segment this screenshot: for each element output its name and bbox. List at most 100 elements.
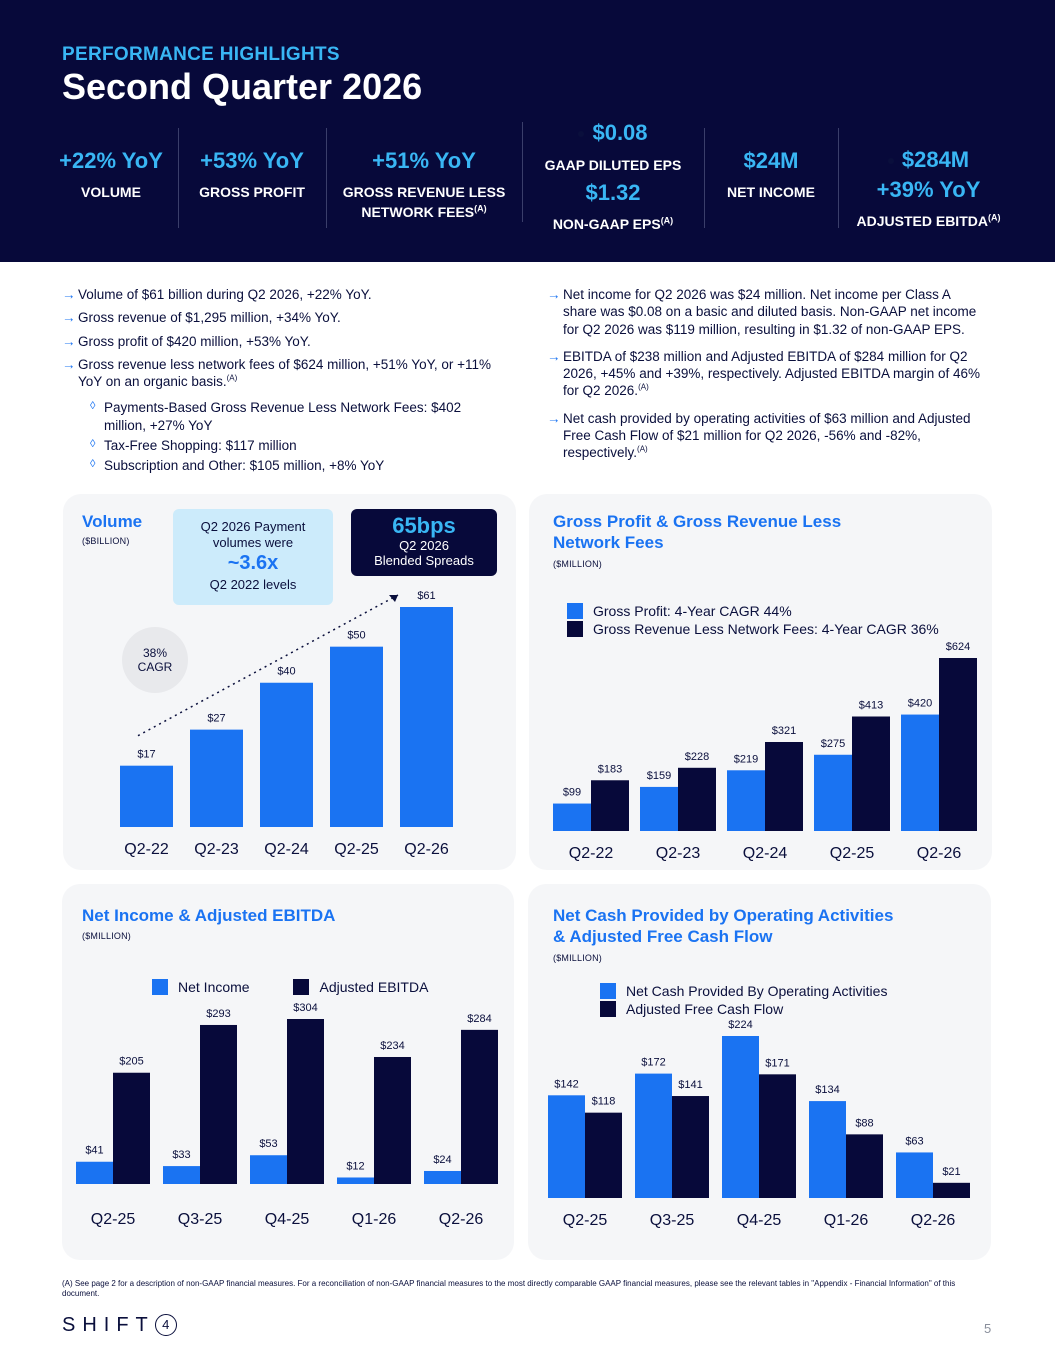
footnote-marker: (A) — [987, 212, 1001, 223]
cagr-badge: 38% CAGR — [122, 627, 188, 693]
chart-unit: ($MILLION) — [553, 953, 603, 963]
x-tick-label: Q2-26 — [439, 1211, 484, 1228]
kpi-gross-profit: +53% YoY GROSS PROFIT — [178, 128, 325, 228]
bullet-item: → Gross profit of $420 million, +53% YoY. — [62, 333, 311, 349]
diamond-icon: ◊ — [90, 400, 96, 413]
data-label: $118 — [592, 1096, 616, 1108]
x-tick-label: Q2-25 — [91, 1211, 136, 1228]
arrow-right-icon: → — [62, 333, 76, 349]
kpi-label: VOLUME — [81, 184, 141, 200]
data-label: $172 — [641, 1057, 665, 1069]
data-label: $171 — [765, 1057, 789, 1069]
callout-spread: 65bps — [392, 513, 456, 538]
bar — [424, 1170, 461, 1184]
sub-bullet-item: ◊ Payments-Based Gross Revenue Less Netwo… — [90, 400, 462, 433]
kpi-value: +22% YoY — [59, 148, 163, 173]
bar — [591, 780, 629, 831]
bar — [896, 1152, 933, 1198]
bar — [722, 1036, 759, 1198]
bar — [640, 786, 678, 831]
arrow-right-icon: → — [547, 410, 561, 426]
data-label: $27 — [207, 713, 225, 725]
kpi-label-line1: GROSS REVENUE LESS — [342, 184, 506, 200]
data-label: $304 — [293, 1002, 317, 1014]
legend-swatch — [293, 979, 310, 995]
chart-legend: Net Cash Provided By Operating Activitie… — [600, 982, 887, 1018]
data-label: $63 — [905, 1135, 923, 1147]
diamond-icon: ◊ — [90, 458, 96, 471]
bar — [260, 682, 313, 827]
page-number: 5 — [984, 1321, 992, 1336]
callout-text: Q2 2026 Blended Spreads — [374, 538, 474, 568]
net-cash-chart: $142 $118 Q2-25 $172 $141 Q3-25 $224 $171 Q4-25 $… — [548, 1019, 970, 1229]
bullet-item: → Volume of $61 billion during Q2 2026, +… — [62, 287, 372, 302]
bullet-item: → Gross revenue of $1,295 million, +34% Y… — [62, 310, 341, 326]
data-label: $321 — [772, 725, 796, 737]
footnote-marker: (A) — [638, 382, 649, 392]
legend-item: Adjusted EBITDA — [293, 979, 428, 995]
legend-swatch — [567, 621, 583, 637]
bullets-left: → Volume of $61 billion during Q2 2026, +… — [62, 286, 492, 477]
bullet-item: → EBITDA of $238 million and Adjusted EBI… — [547, 348, 980, 399]
bar — [814, 754, 852, 831]
x-tick-label: Q2-25 — [563, 1212, 608, 1229]
kpi-value: +51% YoY — [372, 148, 476, 173]
chart-title: Volume — [82, 512, 143, 531]
x-tick-label: Q4-25 — [737, 1212, 782, 1229]
kpi-adjusted-ebitda: $284M +39% YoY ADJUSTED EBITDA(A) — [838, 128, 1018, 229]
data-label: $624 — [946, 641, 970, 653]
arrow-right-icon: → — [62, 310, 76, 326]
data-label: $275 — [821, 738, 845, 750]
data-label: $420 — [908, 698, 932, 710]
chart-title: Gross Profit & Gross Revenue Less Network… — [553, 512, 842, 553]
data-label: $12 — [346, 1160, 364, 1172]
legend-swatch — [567, 603, 583, 619]
logo-circle-digit: 4 — [154, 1314, 177, 1336]
kpi-gross-revenue: +51% YoY GROSS REVENUE LESS NETWORK FEES… — [326, 128, 521, 228]
data-label: $17 — [137, 749, 155, 761]
data-label: $33 — [172, 1149, 190, 1161]
kpi-label: GAAP DILUTED EPS — [544, 157, 682, 173]
data-label: $24 — [433, 1154, 451, 1166]
bar — [672, 1096, 709, 1198]
legend-item: Adjusted Free Cash Flow — [600, 1000, 887, 1018]
bar — [846, 1134, 883, 1198]
blended-spreads-callout: 65bps Q2 2026 Blended Spreads — [351, 509, 497, 576]
kpi-value: $284M — [839, 149, 1018, 171]
bar — [939, 658, 977, 831]
data-label: $284 — [467, 1013, 491, 1025]
chart-title: Net Cash Provided by Operating Activitie… — [553, 906, 894, 947]
kpi-volume: +22% YoY VOLUME — [45, 128, 177, 228]
kpi-value: +53% YoY — [200, 148, 304, 173]
data-label: $53 — [259, 1138, 277, 1150]
chart-unit: ($MILLION) — [82, 931, 132, 941]
bar — [400, 607, 453, 827]
shift4-logo: SHIFT 4 — [62, 1314, 177, 1337]
bar — [765, 742, 803, 831]
x-tick-label: Q3-25 — [650, 1212, 695, 1229]
bar — [809, 1101, 846, 1198]
kpi-label: NET INCOME — [727, 184, 815, 200]
kpi-value-2: $1.32 — [585, 180, 641, 206]
bar — [461, 1029, 498, 1184]
trend-line — [137, 594, 399, 737]
bullet-item: → Net cash provided by operating activiti… — [547, 410, 971, 461]
trend-arrow-icon — [389, 595, 398, 602]
callout-multiple: ~3.6x — [227, 552, 279, 575]
header-band: PERFORMANCE HIGHLIGHTS Second Quarter 20… — [0, 0, 1055, 262]
bar — [113, 1072, 150, 1184]
bar — [330, 646, 383, 827]
kpi-value-2: +39% YoY — [876, 177, 981, 202]
bar — [852, 716, 890, 831]
bullet-item: → Gross revenue less network fees of $624… — [62, 356, 491, 390]
bar — [287, 1019, 324, 1184]
data-label: $219 — [734, 753, 758, 765]
data-label: $293 — [206, 1008, 230, 1020]
gross-profit-chart: $99 $183 Q2-22 $159 $228 Q2-23 $219 $321 Q2-24 $2… — [553, 641, 977, 862]
x-tick-label: Q2-25 — [830, 845, 875, 862]
x-tick-label: Q2-25 — [334, 841, 379, 858]
legend-item: Gross Profit: 4-Year CAGR 44% — [567, 602, 939, 620]
x-tick-label: Q2-22 — [569, 845, 614, 862]
bar — [190, 729, 243, 827]
x-tick-label: Q2-23 — [656, 845, 701, 862]
